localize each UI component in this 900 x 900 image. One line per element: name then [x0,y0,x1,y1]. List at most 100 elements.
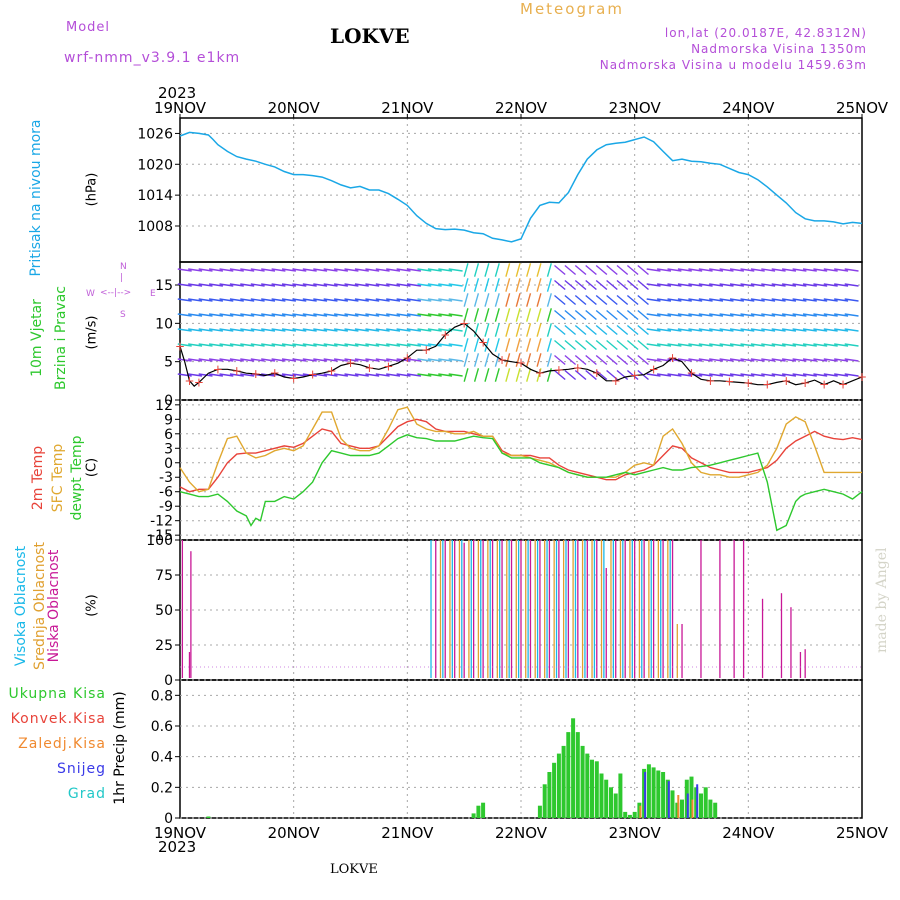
wind-barb [208,268,224,272]
wind-barb [823,373,838,377]
wind-barb [688,298,703,302]
precip-bar [689,776,694,818]
wind-barb [677,268,692,272]
wind-barb [574,339,587,351]
wind-barb [484,368,490,382]
wind-barb [813,358,828,362]
wind-barb [177,343,192,347]
wind-barb [463,353,469,367]
wind-barb [782,358,797,362]
wind-barb [229,268,244,272]
wind-barb [554,354,566,366]
wind-barb [396,283,411,287]
wind-gust-marker: + [838,378,848,392]
wind-barb [782,328,797,332]
date-tick-top: 20NOV [268,99,321,117]
wind-barb [177,268,192,272]
wind-gust-marker: + [184,374,194,388]
wind-barb [250,328,265,332]
wind-barb [240,268,255,272]
wind-gust-marker: + [819,378,829,392]
wind-gust-marker: + [345,356,355,370]
y-tick-label: 5 [164,355,173,371]
wind-barb [709,283,724,287]
wind-gust-marker: + [175,339,185,353]
wind-barb [750,268,765,272]
wind-barb [365,358,380,362]
wind-barb-row [177,323,859,337]
y-tick-label: 1014 [137,188,173,204]
wind-barb [323,268,338,272]
wind-barb [750,283,765,287]
wind-barb [802,358,817,362]
wind-barb [463,263,469,277]
wind-barb-row [177,293,859,307]
wind-barb [750,358,765,362]
precip-legend-frz: Zaledj.Kisa [18,736,106,752]
wind-barb [709,343,724,347]
wind-barb [271,328,286,332]
wind-barb [494,323,500,337]
wind-barb [688,283,703,287]
wind-barb [677,343,692,347]
wind-barb [396,328,411,332]
wind-barb [240,313,255,317]
wind-gust-marker: + [592,366,602,380]
wind-barb [494,278,500,292]
wind-gust-marker: + [611,374,621,388]
wind-barb [585,324,597,336]
precip-bar [594,761,599,818]
wind-barb [823,343,838,347]
wind-barb [354,268,369,272]
wind-barb [729,298,744,302]
wind-barb [740,283,755,287]
model-name: wrf-nmm_v3.9.1 e1km [64,50,241,66]
wind-barb [564,324,577,336]
wind-barb [344,268,359,272]
wind-barb [515,293,521,307]
wind-barb [740,328,755,332]
wind-barb [834,373,849,377]
wind-barb [250,313,265,317]
wind-barb [844,358,859,362]
wind-barb [417,328,432,332]
wind-gust-marker: + [421,343,431,357]
wind-barb [564,309,577,321]
precip-bar [609,787,613,818]
wind-barb [626,264,639,276]
wind-barb [177,328,192,332]
wind-barb [740,343,755,347]
wind-barb [834,268,849,272]
wind-barb [688,268,703,272]
station-title: LOKVE [330,24,410,48]
wind-barb [188,313,203,317]
wind-barb [719,283,734,287]
wind-barb [616,309,629,321]
wind-barb [616,339,629,351]
date-tick-bottom: 20NOV [268,824,321,842]
wind-barb [771,268,786,272]
wind-barb [240,358,255,362]
precip-bar [561,745,566,818]
wind-barb [473,353,480,367]
wind-gust-marker: + [535,366,545,380]
wind-barb [698,358,713,362]
wind-barb [616,369,629,381]
precip-bar [696,784,699,818]
wind-barb [536,353,542,367]
wind-barb [834,298,849,302]
wind-barb [595,324,608,336]
wind-barb [313,298,328,302]
wind-barb [386,298,401,302]
y-tick-label: 100 [146,533,173,549]
wind-barb [771,343,786,347]
wind-barb [792,268,807,272]
wind-barb [188,358,203,362]
precip-bar [599,773,604,818]
wind-barb [365,328,380,332]
wind-barb [208,298,224,302]
compass-arrow-we: <--|--> [100,288,132,298]
wind-barb [585,339,597,351]
wind-barb [375,328,390,332]
wind-barb [782,283,797,287]
